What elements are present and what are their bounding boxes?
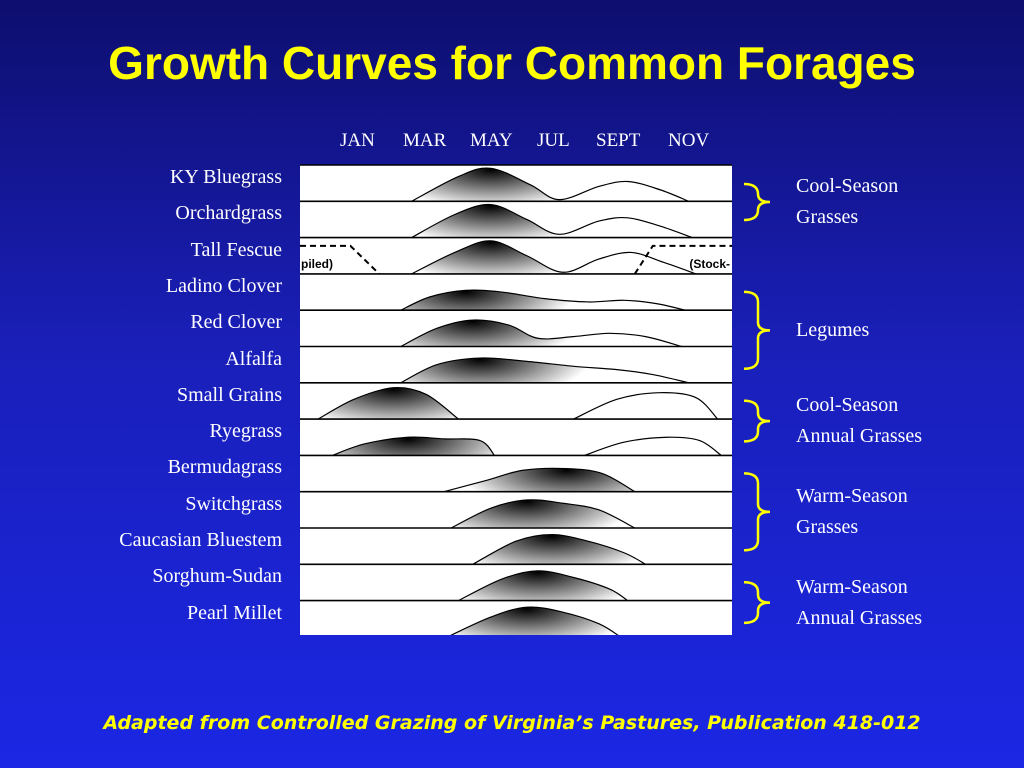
stockpile-label-right: (Stock- bbox=[689, 257, 730, 271]
growth-curve-line bbox=[411, 203, 693, 239]
group-label-warm-season-annual-grasses: Warm-Season Annual Grasses bbox=[796, 575, 923, 629]
month-tick-label: MAR bbox=[403, 130, 447, 151]
growth-curve-area bbox=[400, 290, 686, 311]
group-bracket bbox=[743, 581, 771, 625]
growth-curve-area bbox=[472, 534, 646, 565]
growth-curve-line bbox=[400, 319, 682, 348]
forage-label: Ryegrass bbox=[209, 420, 282, 443]
growth-curve-area bbox=[400, 320, 682, 347]
forage-label: Small Grains bbox=[177, 383, 282, 406]
growth-curve-line bbox=[573, 392, 719, 420]
growth-curve-line bbox=[584, 436, 722, 456]
group-label-cool-season-annual-grasses: Cool-Season Annual Grasses bbox=[796, 394, 923, 448]
forage-label: Pearl Millet bbox=[187, 601, 282, 624]
forage-label: Red Clover bbox=[190, 311, 282, 334]
forage-label: Orchardgrass bbox=[175, 202, 282, 225]
growth-curve-area bbox=[451, 607, 618, 635]
growth-curve-area bbox=[458, 570, 628, 601]
growth-curve-line bbox=[411, 167, 690, 202]
growth-curve-line bbox=[332, 436, 495, 456]
growth-curve-line bbox=[458, 570, 628, 602]
group-bracket bbox=[743, 290, 771, 371]
month-axis: JAN MAR MAY JUL SEPT NOV bbox=[300, 130, 734, 154]
group-bracket bbox=[743, 182, 771, 222]
growth-curve-line bbox=[450, 606, 619, 635]
month-tick-label: MAY bbox=[470, 130, 513, 151]
growth-curve-line bbox=[450, 499, 636, 529]
forage-label: Switchgrass bbox=[185, 492, 282, 515]
slide-title: Growth Curves for Common Forages bbox=[108, 37, 916, 89]
month-tick-label: SEPT bbox=[596, 130, 641, 151]
forage-label: Tall Fescue bbox=[190, 238, 282, 261]
group-bracket bbox=[743, 472, 771, 552]
forage-labels: KY Bluegrass Orchardgrass Tall Fescue La… bbox=[0, 0, 282, 768]
forage-label: Alfalfa bbox=[225, 347, 282, 370]
forage-label: Bermudagrass bbox=[167, 456, 282, 479]
month-tick-label: JAN bbox=[340, 130, 375, 151]
month-tick-label: NOV bbox=[668, 130, 710, 151]
group-bracket bbox=[743, 399, 771, 443]
growth-curve-area bbox=[451, 499, 635, 528]
forage-label: Ladino Clover bbox=[165, 274, 282, 297]
group-label-cool-season-grasses: Cool-Season Grasses bbox=[796, 175, 899, 228]
growth-curve-area bbox=[411, 240, 696, 274]
month-tick-label: JUL bbox=[537, 130, 570, 151]
growth-curve-area bbox=[411, 204, 693, 238]
growth-curve-area bbox=[411, 168, 689, 202]
forage-label: Sorghum-Sudan bbox=[152, 565, 282, 588]
group-label-warm-season-grasses: Warm-Season Grasses bbox=[796, 484, 908, 538]
growth-curve-area bbox=[444, 468, 635, 492]
stockpile-label-left: piled) bbox=[301, 257, 333, 271]
growth-curve-area bbox=[400, 357, 689, 383]
forage-label: KY Bluegrass bbox=[169, 166, 282, 188]
growth-curve-line bbox=[411, 240, 697, 275]
growth-curve-line bbox=[400, 289, 686, 311]
group-brackets bbox=[743, 182, 771, 625]
growth-curve-line bbox=[443, 467, 636, 493]
growth-curve-chart: piled) (Stock- bbox=[300, 164, 732, 635]
growth-curve-area bbox=[332, 437, 495, 456]
growth-curve-line bbox=[472, 533, 646, 565]
growth-curve-line bbox=[400, 357, 689, 384]
stockpile-dashed-line bbox=[300, 244, 380, 275]
growth-curve-line bbox=[317, 386, 459, 420]
group-label-legumes: Legumes bbox=[796, 318, 870, 341]
growth-curve-area bbox=[318, 387, 459, 420]
source-citation: Adapted from Controlled Grazing of Virgi… bbox=[103, 712, 921, 734]
growth-curve-area bbox=[573, 392, 718, 420]
growth-curve-area bbox=[584, 437, 722, 456]
stockpile-dashed-line bbox=[633, 244, 732, 275]
forage-label: Caucasian Bluestem bbox=[119, 529, 282, 551]
